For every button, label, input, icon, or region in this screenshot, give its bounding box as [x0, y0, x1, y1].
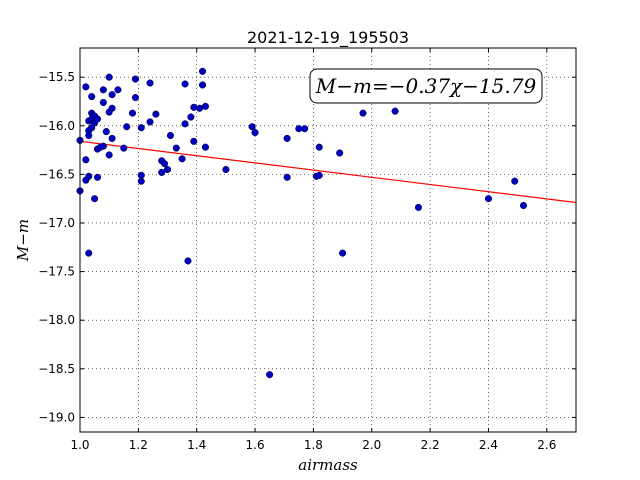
- data-point: [222, 165, 230, 174]
- fit-line: [79, 140, 577, 204]
- fit-equation: M−m=−0.37χ−15.79: [315, 74, 537, 98]
- x-tick-label: 2.2: [421, 438, 440, 452]
- data-point: [108, 104, 116, 112]
- data-point: [283, 173, 291, 181]
- fit-annotation: M−m=−0.37χ−15.79: [309, 68, 543, 104]
- annotation-box: [309, 68, 543, 104]
- data-point: [187, 113, 195, 121]
- plot-frame: [79, 47, 577, 433]
- plot-area: [80, 48, 576, 432]
- data-point: [201, 102, 210, 110]
- data-point: [181, 80, 189, 88]
- y-tick-label: −19.0: [38, 410, 75, 424]
- x-tick-label: 1.6: [246, 438, 265, 452]
- fit-line-layer: [79, 140, 577, 204]
- data-point: [198, 67, 207, 75]
- y-tick-label: −17.0: [38, 216, 75, 230]
- data-point: [131, 94, 139, 102]
- data-point: [108, 91, 116, 99]
- data-point: [190, 137, 198, 145]
- data-point: [146, 118, 154, 126]
- data-point: [99, 86, 107, 94]
- data-point: [172, 144, 180, 152]
- data-point: [339, 249, 347, 257]
- data-point: [105, 73, 113, 81]
- data-point: [99, 142, 107, 150]
- data-point: [152, 110, 160, 118]
- x-tick-labels: 1.0 1.2 1.4 1.6 1.8 2.0 2.2 2.4 2.6: [70, 438, 556, 452]
- y-axis-label: M−m: [14, 219, 32, 262]
- data-point: [283, 134, 291, 142]
- data-point: [266, 371, 274, 379]
- y-tick-labels: −15.5 −16.0 −16.5 −17.0 −17.5 −18.0 −18.5 −19.0: [38, 70, 75, 424]
- data-point: [131, 75, 139, 83]
- data-point: [181, 120, 189, 128]
- data-point: [91, 195, 99, 203]
- data-point: [198, 81, 207, 89]
- data-point: [190, 103, 198, 111]
- data-point: [88, 93, 96, 101]
- data-point: [137, 124, 145, 132]
- data-point: [519, 201, 528, 210]
- data-point: [108, 134, 116, 142]
- data-point: [511, 177, 519, 185]
- data-point: [105, 151, 113, 159]
- data-point: [99, 98, 107, 106]
- data-point: [315, 143, 323, 151]
- data-point: [85, 172, 93, 180]
- x-tick-label: 1.2: [129, 438, 148, 452]
- x-axis-label: airmass: [298, 456, 358, 474]
- data-point: [123, 123, 131, 131]
- data-point: [85, 249, 93, 257]
- x-tick-label: 1.4: [187, 438, 206, 452]
- data-points: [76, 67, 528, 379]
- data-point: [484, 195, 493, 203]
- data-point: [248, 123, 256, 131]
- data-point: [201, 143, 210, 151]
- data-point: [178, 155, 186, 163]
- data-point: [146, 79, 154, 87]
- x-tick-label: 1.0: [70, 438, 89, 452]
- data-point: [301, 125, 309, 133]
- data-point: [184, 257, 192, 265]
- x-tick-label: 2.4: [479, 438, 498, 452]
- data-point: [158, 168, 166, 176]
- y-tick-label: −18.0: [38, 313, 75, 327]
- chart-title: 2021-12-19_195503: [247, 28, 409, 48]
- data-point: [336, 149, 344, 157]
- data-point: [128, 109, 137, 117]
- y-tick-label: −17.5: [38, 265, 75, 279]
- data-point: [163, 165, 172, 174]
- grid-lines: [79, 48, 576, 432]
- data-point: [93, 173, 102, 181]
- y-tick-label: −15.5: [38, 70, 75, 84]
- data-point: [93, 115, 102, 123]
- data-point: [391, 107, 399, 115]
- data-point: [315, 171, 323, 179]
- data-point: [166, 131, 174, 140]
- data-point: [120, 144, 128, 152]
- x-tick-label: 2.6: [537, 438, 556, 452]
- data-point: [161, 160, 169, 168]
- data-point: [82, 156, 90, 164]
- data-point: [82, 83, 90, 91]
- data-point: [137, 177, 145, 185]
- x-tick-label: 1.8: [304, 438, 323, 452]
- data-point: [102, 128, 110, 136]
- data-point: [359, 109, 367, 117]
- data-point: [251, 129, 259, 137]
- data-point: [114, 86, 122, 94]
- y-tick-label: −18.5: [38, 362, 75, 376]
- data-point: [414, 203, 422, 211]
- data-point: [85, 131, 93, 140]
- y-tick-label: −16.0: [38, 119, 75, 133]
- x-tick-label: 2.0: [362, 438, 381, 452]
- y-tick-label: −16.5: [38, 167, 75, 181]
